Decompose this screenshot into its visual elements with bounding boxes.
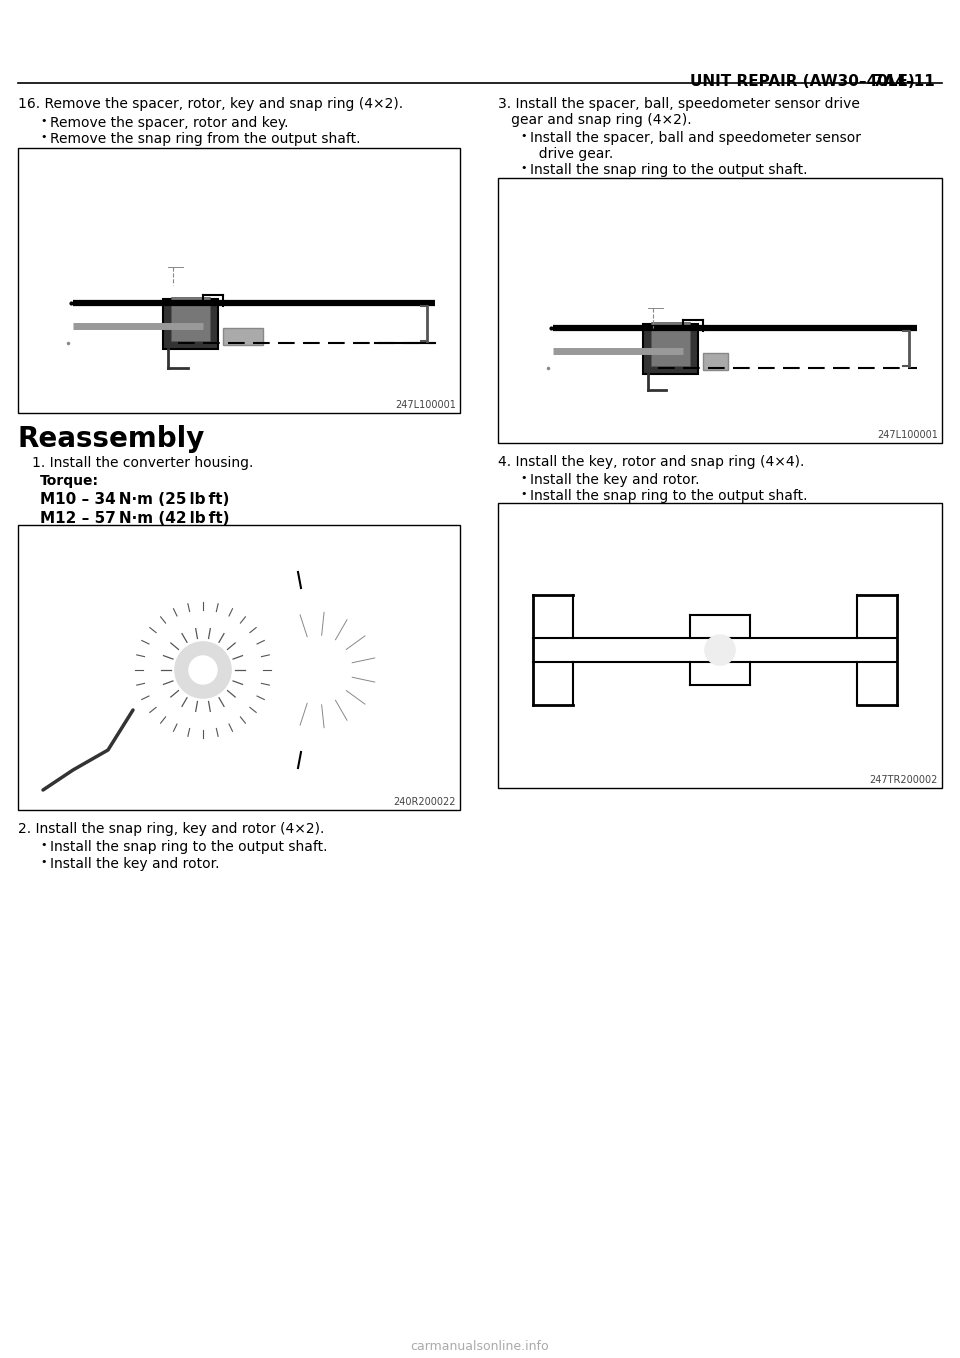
Text: •: • xyxy=(520,473,526,483)
Bar xyxy=(171,297,210,341)
Text: Install the key and rotor.: Install the key and rotor. xyxy=(530,473,700,488)
Text: 1. Install the converter housing.: 1. Install the converter housing. xyxy=(32,456,253,470)
Text: drive gear.: drive gear. xyxy=(530,147,613,162)
Text: Remove the spacer, rotor and key.: Remove the spacer, rotor and key. xyxy=(50,115,289,130)
Text: Install the snap ring to the output shaft.: Install the snap ring to the output shaf… xyxy=(530,163,807,177)
Text: 4. Install the key, rotor and snap ring (4×4).: 4. Install the key, rotor and snap ring … xyxy=(498,455,804,469)
Text: Install the key and rotor.: Install the key and rotor. xyxy=(50,857,220,870)
Bar xyxy=(223,329,263,345)
Text: 7A4–11: 7A4–11 xyxy=(874,73,935,90)
Text: 2. Install the snap ring, key and rotor (4×2).: 2. Install the snap ring, key and rotor … xyxy=(18,822,324,837)
Text: M12 – 57 N·m (42 lb ft): M12 – 57 N·m (42 lb ft) xyxy=(40,511,229,526)
Circle shape xyxy=(705,636,735,665)
Text: UNIT REPAIR (AW30–40LE): UNIT REPAIR (AW30–40LE) xyxy=(690,73,915,90)
Text: M10 – 34 N·m (25 lb ft): M10 – 34 N·m (25 lb ft) xyxy=(40,492,229,507)
Circle shape xyxy=(105,572,301,769)
Circle shape xyxy=(126,699,136,710)
Text: •: • xyxy=(520,489,526,498)
Text: 16. Remove the spacer, rotor, key and snap ring (4×2).: 16. Remove the spacer, rotor, key and sn… xyxy=(18,96,403,111)
Text: Install the snap ring to the output shaft.: Install the snap ring to the output shaf… xyxy=(50,841,327,854)
Bar xyxy=(18,148,460,413)
Text: 3. Install the spacer, ball, speedometer sensor drive: 3. Install the spacer, ball, speedometer… xyxy=(498,96,860,111)
Bar xyxy=(643,325,698,373)
Circle shape xyxy=(126,630,136,640)
Ellipse shape xyxy=(243,574,403,765)
Bar xyxy=(498,502,942,788)
Text: carmanualsonline.info: carmanualsonline.info xyxy=(411,1340,549,1353)
Text: gear and snap ring (4×2).: gear and snap ring (4×2). xyxy=(498,113,691,128)
Text: Remove the snap ring from the output shaft.: Remove the snap ring from the output sha… xyxy=(50,132,361,147)
Text: •: • xyxy=(40,115,46,126)
Bar xyxy=(703,353,728,369)
Circle shape xyxy=(180,743,190,752)
Text: •: • xyxy=(40,132,46,143)
Circle shape xyxy=(248,728,258,737)
Circle shape xyxy=(189,656,217,684)
Bar xyxy=(498,178,942,443)
Circle shape xyxy=(141,608,265,732)
Text: •: • xyxy=(520,130,526,141)
Text: Torque:: Torque: xyxy=(40,474,99,488)
Circle shape xyxy=(278,665,288,675)
Bar xyxy=(163,299,218,349)
Text: Install the spacer, ball and speedometer sensor: Install the spacer, ball and speedometer… xyxy=(530,130,861,145)
Text: Install the snap ring to the output shaft.: Install the snap ring to the output shaf… xyxy=(530,489,807,502)
Text: 247L100001: 247L100001 xyxy=(877,430,938,440)
Bar xyxy=(18,526,460,809)
Circle shape xyxy=(248,603,258,612)
Ellipse shape xyxy=(263,600,373,740)
Text: 247TR200002: 247TR200002 xyxy=(870,775,938,785)
Circle shape xyxy=(175,642,231,698)
Text: 247L100001: 247L100001 xyxy=(396,401,456,410)
Bar xyxy=(651,322,690,367)
Text: Reassembly: Reassembly xyxy=(18,425,205,454)
Circle shape xyxy=(180,587,190,598)
Text: •: • xyxy=(40,857,46,866)
Text: •: • xyxy=(40,841,46,850)
Text: 240R200022: 240R200022 xyxy=(394,797,456,807)
Text: •: • xyxy=(520,163,526,172)
